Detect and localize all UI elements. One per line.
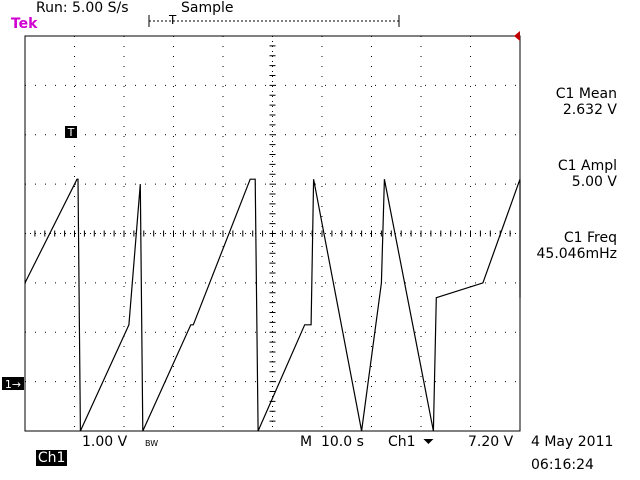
date-display: 4 May 2011 bbox=[531, 434, 614, 450]
acquisition-mode: Sample bbox=[181, 0, 234, 16]
measurement-ampl-name: C1 Ampl bbox=[557, 158, 617, 174]
trigger-position-label: T bbox=[67, 126, 75, 139]
channel-badge[interactable]: Ch1 bbox=[35, 450, 68, 466]
trigger-slope-icon: ⏷ bbox=[423, 434, 435, 450]
volts-per-div: 1.00 V bbox=[82, 434, 128, 450]
graticule-grid bbox=[24, 35, 521, 432]
measurement-freq-value: 45.046mHz bbox=[536, 246, 618, 262]
time-display: 06:16:24 bbox=[531, 457, 594, 473]
run-status: Run: 5.00 S/s bbox=[36, 0, 129, 16]
trigger-level: 7.20 V bbox=[468, 434, 514, 450]
ch1-ground-label: 1→ bbox=[5, 378, 21, 391]
waveform-series-1 bbox=[24, 178, 521, 432]
bandwidth-limit-flag: BW bbox=[145, 439, 159, 448]
trigger-level-pointer[interactable] bbox=[514, 31, 520, 41]
measurement-ampl-value: 5.00 V bbox=[571, 174, 617, 190]
waveform-trace bbox=[24, 178, 521, 432]
trigger-position-marker[interactable] bbox=[65, 126, 77, 138]
ch1-ground-marker[interactable] bbox=[2, 377, 24, 390]
measurement-mean-name: C1 Mean bbox=[555, 86, 617, 102]
measurement-freq-name: C1 Freq bbox=[563, 230, 617, 246]
brand-logo: Tek bbox=[10, 16, 38, 32]
trigger-point-marker: T bbox=[169, 13, 177, 27]
measurement-mean-value: 2.632 V bbox=[562, 102, 617, 118]
trigger-source: Ch1 bbox=[388, 434, 416, 450]
timebase: M 10.0 s bbox=[300, 434, 364, 450]
measurement-panel: C1 Mean 2.632 V C1 Ampl 5.00 V C1 Freq 4… bbox=[507, 86, 618, 262]
record-bracket bbox=[148, 15, 400, 27]
